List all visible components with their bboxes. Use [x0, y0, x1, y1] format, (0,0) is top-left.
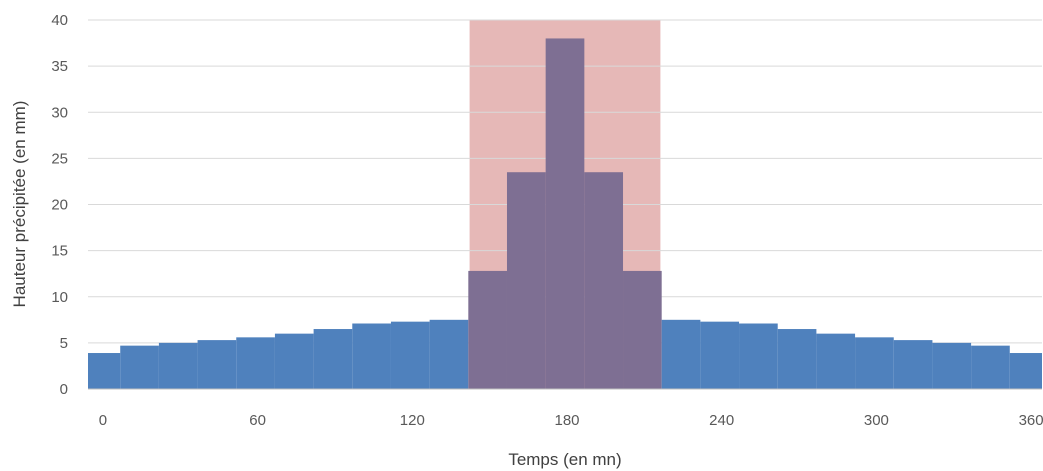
bar	[971, 345, 1010, 389]
bar	[777, 329, 817, 389]
y-tick-label: 5	[60, 335, 68, 352]
y-tick-label: 25	[51, 150, 68, 167]
bar	[390, 321, 430, 389]
y-tick-label: 15	[51, 243, 68, 260]
x-tick-label: 180	[554, 412, 579, 429]
x-tick-label: 300	[864, 412, 889, 429]
bar	[932, 342, 972, 389]
bar	[158, 342, 198, 389]
bar	[88, 353, 121, 389]
bar	[700, 321, 740, 389]
y-tick-label: 0	[60, 381, 68, 398]
x-tick-label: 0	[99, 412, 107, 429]
bar	[739, 323, 778, 389]
bar	[623, 270, 662, 389]
bar	[545, 38, 585, 389]
bar	[661, 319, 701, 389]
bar	[352, 323, 391, 389]
y-axis-title: Hauteur précipitée (en mm)	[10, 101, 29, 308]
y-tick-label: 40	[51, 12, 68, 29]
bar	[120, 345, 159, 389]
bar	[236, 337, 275, 389]
bar	[893, 340, 933, 389]
y-tick-label: 20	[51, 197, 68, 214]
bar	[1009, 353, 1042, 389]
x-axis-title: Temps (en mn)	[508, 450, 621, 469]
x-tick-label: 240	[709, 412, 734, 429]
bar	[429, 319, 469, 389]
bar	[506, 172, 546, 389]
bar	[855, 337, 894, 389]
bar	[274, 333, 314, 389]
bar	[313, 329, 353, 389]
bar	[197, 340, 237, 389]
bar	[468, 270, 507, 389]
bar	[584, 172, 624, 389]
y-tick-label: 10	[51, 289, 68, 306]
x-tick-label: 120	[400, 412, 425, 429]
y-tick-label: 30	[51, 104, 68, 121]
bar	[816, 333, 856, 389]
x-tick-label: 60	[249, 412, 266, 429]
x-tick-label: 360	[1019, 412, 1043, 429]
y-tick-label: 35	[51, 58, 68, 75]
axes: 0 5 10 15 20 25 30 35 40 0 60 120 180 240 300 360	[51, 12, 1043, 429]
bars	[88, 38, 1042, 389]
